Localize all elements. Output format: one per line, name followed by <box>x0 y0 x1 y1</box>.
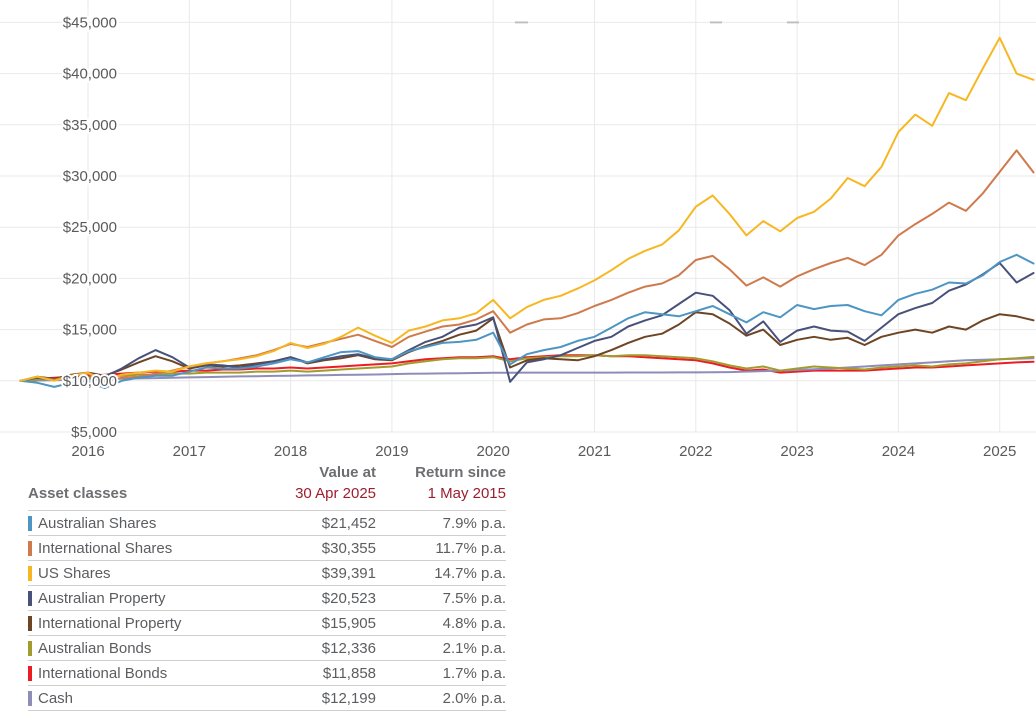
asset-value: $39,391 <box>321 564 376 582</box>
y-axis-label: $5,000 <box>71 424 117 441</box>
y-axis-label: $10,000 <box>63 373 117 390</box>
asset-return: 14.7% p.a. <box>434 564 506 582</box>
asset-return: 7.5% p.a. <box>442 589 506 607</box>
asset-value: $21,452 <box>321 514 376 532</box>
asset-class-table: Asset classes Value at 30 Apr 2025 Retur… <box>28 462 506 711</box>
series-color-swatch <box>28 690 32 706</box>
asset-value: $12,199 <box>321 689 376 707</box>
x-axis-label: 2023 <box>780 443 813 460</box>
header-asset-classes: Asset classes <box>28 485 128 502</box>
chart-canvas: $5,000 $10,000 $15,000 $20,000 $25,000 $30,00… <box>0 0 1036 462</box>
x-axis-label: 2016 <box>71 443 104 460</box>
table-row[interactable]: US Shares $39,391 14.7% p.a. <box>28 560 506 585</box>
asset-class-label: International Shares <box>38 539 173 557</box>
asset-class-label: International Property <box>38 614 182 632</box>
series-line-international-shares <box>19 149 1035 383</box>
x-axis-label: 2018 <box>274 443 307 460</box>
asset-value: $15,905 <box>321 614 376 632</box>
series-color-swatch <box>28 665 32 681</box>
y-axis-label: $15,000 <box>63 322 117 339</box>
header-return-date: 1 May 2015 <box>427 485 506 502</box>
asset-class-label: Cash <box>38 689 74 707</box>
x-axis-label: 2024 <box>882 443 915 460</box>
asset-return: 7.9% p.a. <box>442 514 506 532</box>
series-line-australian-property <box>19 262 1035 383</box>
series-color-swatch <box>28 640 32 656</box>
table-header: Asset classes Value at 30 Apr 2025 Retur… <box>28 462 506 510</box>
asset-value: $30,355 <box>321 539 376 557</box>
table-row[interactable]: Cash $12,199 2.0% p.a. <box>28 685 506 711</box>
table-row[interactable]: Australian Shares $21,452 7.9% p.a. <box>28 510 506 535</box>
asset-class-label: US Shares <box>38 564 111 582</box>
header-return-since: Return since <box>415 464 506 481</box>
table-row[interactable]: International Property $15,905 4.8% p.a. <box>28 610 506 635</box>
series-color-swatch <box>28 615 32 631</box>
asset-class-label: Australian Shares <box>38 514 157 532</box>
header-value-at: Value at <box>319 464 376 481</box>
series-color-swatch <box>28 515 32 531</box>
table-row[interactable]: International Bonds $11,858 1.7% p.a. <box>28 660 506 685</box>
x-axis-label: 2017 <box>173 443 206 460</box>
series-line-international-property <box>19 311 1035 382</box>
table-row[interactable]: Australian Bonds $12,336 2.1% p.a. <box>28 635 506 660</box>
y-axis-label: $30,000 <box>63 168 117 185</box>
y-axis-label: $40,000 <box>63 66 117 83</box>
asset-return: 2.0% p.a. <box>442 689 506 707</box>
asset-return: 11.7% p.a. <box>435 539 506 557</box>
x-axis-label: 2019 <box>375 443 408 460</box>
series-line-us-shares <box>19 36 1035 382</box>
x-axis-label: 2025 <box>983 443 1016 460</box>
asset-return: 4.8% p.a. <box>442 614 506 632</box>
table-row[interactable]: International Shares $30,355 11.7% p.a. <box>28 535 506 560</box>
asset-value: $12,336 <box>321 639 376 657</box>
asset-return: 2.1% p.a. <box>442 639 506 657</box>
series-color-swatch <box>28 565 32 581</box>
y-axis-label: $45,000 <box>63 14 117 31</box>
asset-return: 1.7% p.a. <box>442 664 506 682</box>
y-axis-label: $20,000 <box>63 270 117 287</box>
asset-class-label: Australian Bonds <box>38 639 152 657</box>
series-line-cash <box>19 357 1035 382</box>
y-axis-label: $25,000 <box>63 219 117 236</box>
asset-value: $11,858 <box>322 664 376 682</box>
x-axis-label: 2022 <box>679 443 712 460</box>
table-row[interactable]: Australian Property $20,523 7.5% p.a. <box>28 585 506 610</box>
series-color-swatch <box>28 590 32 606</box>
asset-class-label: Australian Property <box>38 589 166 607</box>
asset-class-label: International Bonds <box>38 664 168 682</box>
series-line-australian-shares <box>19 253 1035 389</box>
y-axis-label: $35,000 <box>63 117 117 134</box>
growth-chart: $5,000 $10,000 $15,000 $20,000 $25,000 $30,00… <box>0 0 1036 462</box>
x-axis-label: 2021 <box>578 443 611 460</box>
series-color-swatch <box>28 540 32 556</box>
header-value-date: 30 Apr 2025 <box>295 485 376 502</box>
asset-value: $20,523 <box>321 589 376 607</box>
x-axis-label: 2020 <box>477 443 510 460</box>
series-line-australian-bonds <box>19 354 1035 382</box>
